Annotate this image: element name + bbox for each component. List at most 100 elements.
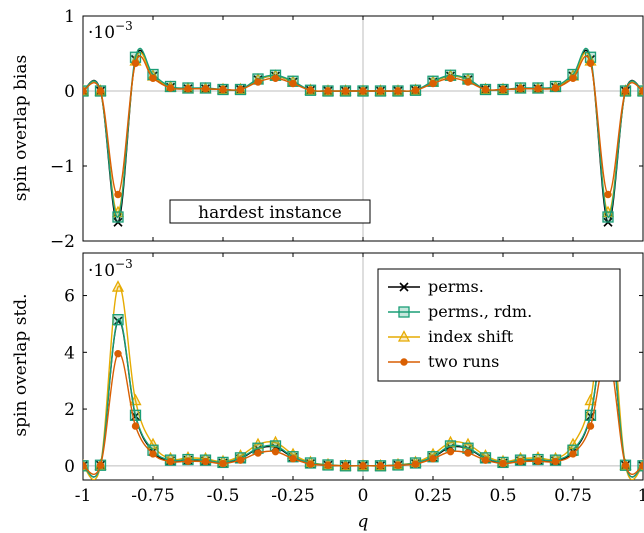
bottom-data-point: [499, 459, 507, 468]
legend-entry: perms., rdm.: [388, 302, 532, 321]
bottom-x-tick-label: -1: [75, 486, 92, 506]
top-data-point: [131, 59, 140, 67]
bottom-multiplier: ·10−3: [88, 257, 133, 281]
bottom-data-point: [114, 350, 122, 358]
legend-entry: perms.: [388, 277, 484, 296]
x-axis-label: q: [358, 512, 369, 532]
bottom-data-point: [341, 462, 350, 470]
bottom-data-point: [534, 457, 542, 465]
bottom-y-axis-label: spin overlap std.: [11, 293, 31, 436]
top-data-point: [516, 85, 525, 93]
bottom-data-point: [201, 457, 210, 466]
bottom-x-tick-label: -0.75: [131, 486, 175, 506]
legend-marker: [397, 330, 411, 342]
top-data-point: [464, 78, 472, 86]
top-data-point: [534, 85, 542, 93]
legend-label: perms., rdm.: [428, 302, 532, 321]
bottom-data-point: [324, 461, 332, 469]
legend-marker: [399, 282, 409, 292]
legend-entry: two runs: [388, 352, 499, 371]
top-data-point: [271, 74, 280, 82]
top-series-index-shift: [83, 51, 643, 218]
legend-label: index shift: [428, 327, 514, 346]
top-data-point: [394, 87, 402, 95]
top-data-point: [586, 59, 595, 67]
top-data-point: [446, 74, 455, 82]
bottom-x-tick-label: 0.25: [414, 486, 452, 506]
top-series-two-runs: [83, 55, 643, 199]
legend-entry: index shift: [388, 327, 514, 346]
bottom-data-point: [219, 459, 227, 468]
bottom-data-point: [236, 456, 245, 464]
top-data-point: [289, 79, 297, 88]
legend-marker: [398, 306, 410, 318]
top-data-point: [112, 211, 124, 223]
bottom-data-point: [271, 447, 280, 456]
bottom-data-point: [96, 461, 105, 469]
bottom-data-point: [429, 455, 437, 463]
top-y-axis-label: spin overlap bias: [11, 55, 31, 201]
annotation-box: [169, 199, 371, 224]
bottom-data-point: [83, 462, 87, 470]
top-data-point: [481, 85, 490, 94]
bottom-data-point: [516, 457, 525, 466]
bottom-data-point: [569, 450, 577, 458]
top-data-point: [149, 74, 157, 82]
bottom-y-tick-label: 0: [64, 457, 75, 477]
bottom-data-point: [446, 447, 455, 456]
top-data-point: [569, 74, 577, 82]
annotation-text: hardest instance: [198, 203, 342, 223]
bottom-data-point: [359, 462, 367, 470]
bottom-data-point: [112, 314, 124, 326]
legend-label: perms.: [428, 277, 484, 296]
legend-label: two runs: [428, 352, 499, 371]
bottom-data-point: [584, 409, 597, 421]
bottom-data-point: [411, 460, 420, 468]
top-data-point: [621, 87, 630, 95]
bottom-data-point: [394, 461, 402, 469]
top-data-point: [359, 87, 367, 95]
top-data-point: [324, 87, 332, 95]
top-data-point: [604, 190, 612, 199]
top-y-tick-label: −1: [50, 157, 75, 177]
bottom-data-point: [586, 422, 595, 430]
bottom-x-tick-label: -0.25: [271, 486, 315, 506]
bottom-data-point: [289, 455, 297, 463]
top-multiplier: ·10−3: [88, 19, 133, 43]
top-y-tick-label: 1: [64, 7, 75, 27]
top-data-point: [184, 85, 192, 93]
top-y-tick-label: 0: [64, 82, 75, 102]
top-data-point: [166, 84, 175, 92]
top-data-point: [499, 85, 507, 94]
bottom-data-point: [254, 449, 262, 457]
bottom-data-point: [184, 457, 192, 465]
bottom-y-tick-label: 2: [64, 400, 75, 420]
bottom-data-point: [621, 461, 630, 469]
bottom-data-point: [166, 457, 175, 466]
bottom-series-two-runs: [83, 350, 643, 475]
top-data-point: [254, 78, 262, 86]
bottom-y-tick-label: 6: [64, 287, 75, 307]
bottom-data-point: [111, 280, 125, 292]
top-data-point: [114, 190, 122, 199]
top-data-point: [551, 84, 560, 92]
top-data-point: [201, 85, 210, 93]
bottom-x-tick-label: 1: [638, 486, 644, 506]
bottom-x-tick-label: -0.5: [207, 486, 240, 506]
bottom-data-point: [551, 457, 560, 466]
bottom-data-point: [149, 450, 157, 458]
top-data-point: [236, 85, 245, 94]
bottom-data-point: [376, 462, 385, 470]
top-data-point: [83, 87, 87, 95]
bottom-data-point: [306, 460, 315, 468]
bottom-x-tick-label: 0.5: [489, 486, 516, 506]
bottom-panel: 0 2 4 6 -1 -0.75 -0.5 -0.25 0 0.25 0.5 0.75 1: [64, 252, 644, 506]
top-data-point: [306, 86, 315, 94]
bottom-data-point: [129, 409, 142, 421]
bottom-data-point: [464, 449, 472, 457]
top-y-tick-label: −2: [50, 232, 75, 252]
bottom-x-tick-label: 0: [358, 486, 369, 506]
bottom-y-tick-label: 4: [64, 343, 75, 363]
top-data-point: [341, 87, 350, 95]
